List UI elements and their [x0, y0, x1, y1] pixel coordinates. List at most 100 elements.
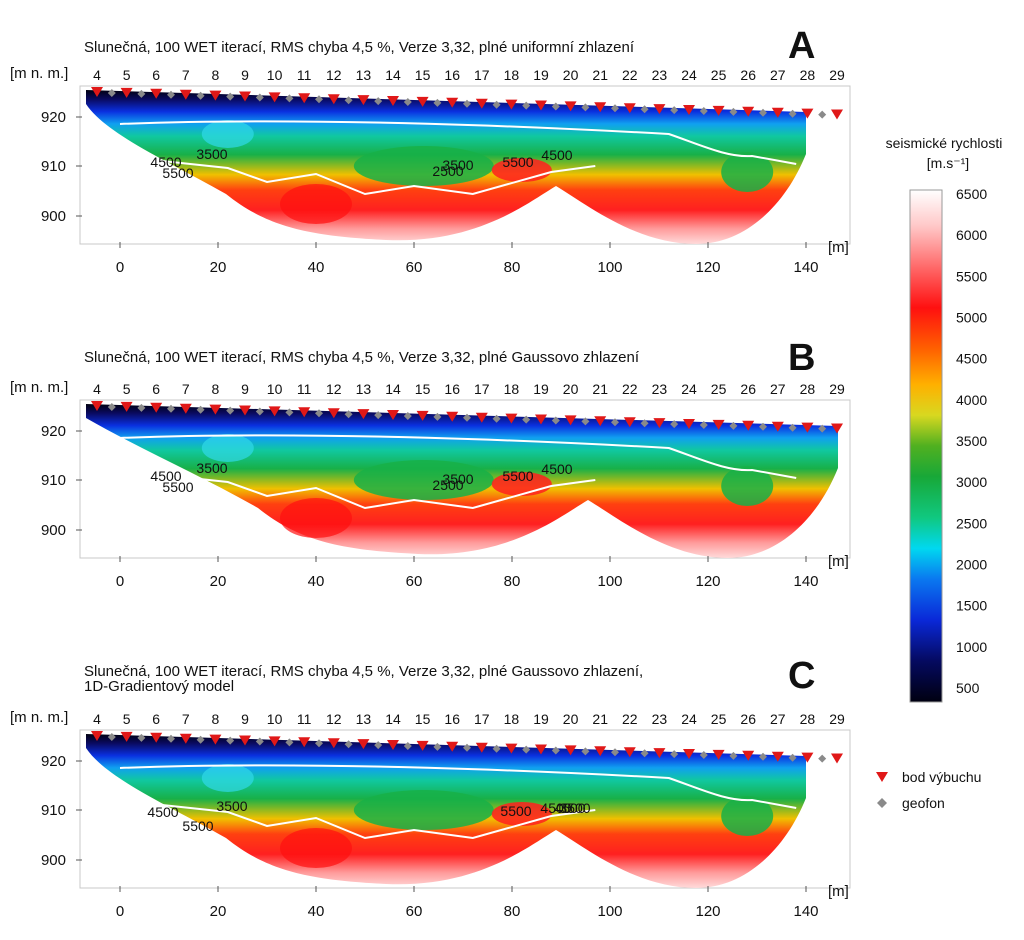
shot-label: 6	[152, 67, 160, 83]
shot-marker	[564, 101, 577, 112]
shot-label: 4	[93, 711, 101, 727]
shot-marker	[712, 419, 725, 430]
shot-marker	[653, 104, 666, 115]
geophone-marker	[344, 740, 353, 749]
contour-label: 5500	[500, 803, 531, 819]
x-tick-label: 80	[504, 903, 521, 920]
shot-marker	[535, 100, 547, 111]
shot-label: 19	[533, 711, 549, 727]
shot-label: 26	[740, 67, 756, 83]
geophone-marker	[581, 747, 590, 756]
shot-marker	[653, 418, 666, 429]
shot-marker	[564, 415, 577, 426]
shot-label: 20	[563, 711, 579, 727]
shot-label: 18	[504, 67, 520, 83]
geophone-marker	[374, 741, 383, 750]
shot-label: 28	[800, 381, 816, 397]
shot-label: 7	[182, 711, 190, 727]
colorbar-scale	[909, 189, 943, 703]
shot-label: 8	[212, 381, 220, 397]
geophone-marker	[167, 734, 175, 743]
geophone-marker	[551, 416, 560, 425]
shot-label: 21	[592, 67, 608, 83]
panel-title: Slunečná, 100 WET iterací, RMS chyba 4,5…	[84, 663, 643, 680]
geophone-marker	[670, 106, 679, 115]
shot-marker	[120, 731, 133, 742]
colorbar-tick-label: 3000	[956, 474, 987, 490]
shot-marker	[387, 410, 399, 420]
geophone-marker	[137, 403, 146, 412]
interface-line	[114, 799, 596, 840]
panel-letter: C	[788, 655, 815, 697]
x-tick-label: 20	[210, 573, 227, 590]
shot-marker	[623, 747, 636, 758]
x-tick-label: 60	[406, 259, 423, 276]
shot-label: 5	[123, 67, 131, 83]
shot-marker	[475, 742, 488, 753]
geophone-marker	[344, 96, 353, 105]
colorbar: seismické rychlosti [m.s⁻¹] 6500 6000 5500 50…	[886, 135, 1003, 703]
x-axis-unit: [m]	[828, 883, 849, 900]
x-tick-label: 40	[308, 259, 325, 276]
contour-label: 4500	[540, 800, 571, 816]
contour-label: 4500	[147, 804, 178, 820]
geophone-marker	[226, 406, 235, 415]
shot-label: 4	[93, 67, 101, 83]
shot-label: 7	[182, 67, 190, 83]
shot-marker	[831, 109, 843, 120]
colorbar-tick-label: 2000	[956, 557, 987, 573]
shot-label: 25	[711, 67, 727, 83]
geophone-marker	[699, 421, 708, 429]
panel-letter: B	[788, 337, 815, 379]
panel-a: Slunečná, 100 WET iterací, RMS chyba 4,5…	[10, 25, 851, 276]
geophone-marker	[759, 108, 767, 117]
geophone-marker	[640, 419, 649, 428]
shot-label: 22	[622, 67, 638, 83]
contour-label: 3500	[196, 460, 227, 476]
shot-label: 23	[652, 711, 668, 727]
geophone-marker	[315, 409, 323, 418]
contour-label: 3500	[196, 146, 227, 162]
x-tick-label: 80	[504, 573, 521, 590]
x-tick-label: 80	[504, 259, 521, 276]
panel-letter: A	[788, 25, 815, 67]
x-tick-label: 120	[695, 903, 720, 920]
colorbar-title: seismické rychlosti	[886, 135, 1003, 151]
shot-label: 11	[297, 381, 312, 397]
geophone-marker	[285, 738, 294, 747]
shot-label: 13	[356, 67, 372, 83]
geophone-marker	[107, 403, 116, 411]
shot-marker	[594, 416, 607, 427]
velocity-zone	[721, 152, 774, 192]
shot-marker	[91, 87, 103, 97]
geophone-marker	[107, 89, 116, 97]
shot-label: 8	[212, 711, 220, 727]
contour-label: 3500	[442, 157, 473, 173]
shot-label: 21	[592, 711, 608, 727]
x-tick-label: 100	[597, 259, 622, 276]
geophone-marker	[759, 422, 767, 431]
shot-label: 25	[711, 711, 727, 727]
shot-marker	[623, 417, 636, 428]
shot-marker	[179, 403, 192, 414]
geophone-marker	[729, 421, 738, 430]
shot-label: 27	[770, 67, 786, 83]
shot-marker	[150, 88, 163, 99]
shot-marker	[91, 401, 103, 411]
y-tick-label: 910	[41, 158, 66, 175]
shot-label: 20	[563, 381, 579, 397]
y-tick-label: 910	[41, 802, 66, 819]
shot-marker	[416, 410, 429, 421]
geophone-marker	[551, 746, 560, 755]
y-tick-label: 920	[41, 109, 66, 126]
shot-label: 14	[385, 711, 401, 727]
interface-line	[114, 469, 596, 510]
y-axis-unit: [m n. m.]	[10, 379, 68, 396]
shot-marker	[239, 91, 251, 102]
shot-label: 21	[592, 381, 608, 397]
shot-label: 14	[385, 67, 401, 83]
shot-marker	[268, 92, 281, 103]
shot-label: 4	[93, 381, 101, 397]
geophone-marker	[226, 92, 235, 101]
shot-marker	[623, 103, 636, 114]
